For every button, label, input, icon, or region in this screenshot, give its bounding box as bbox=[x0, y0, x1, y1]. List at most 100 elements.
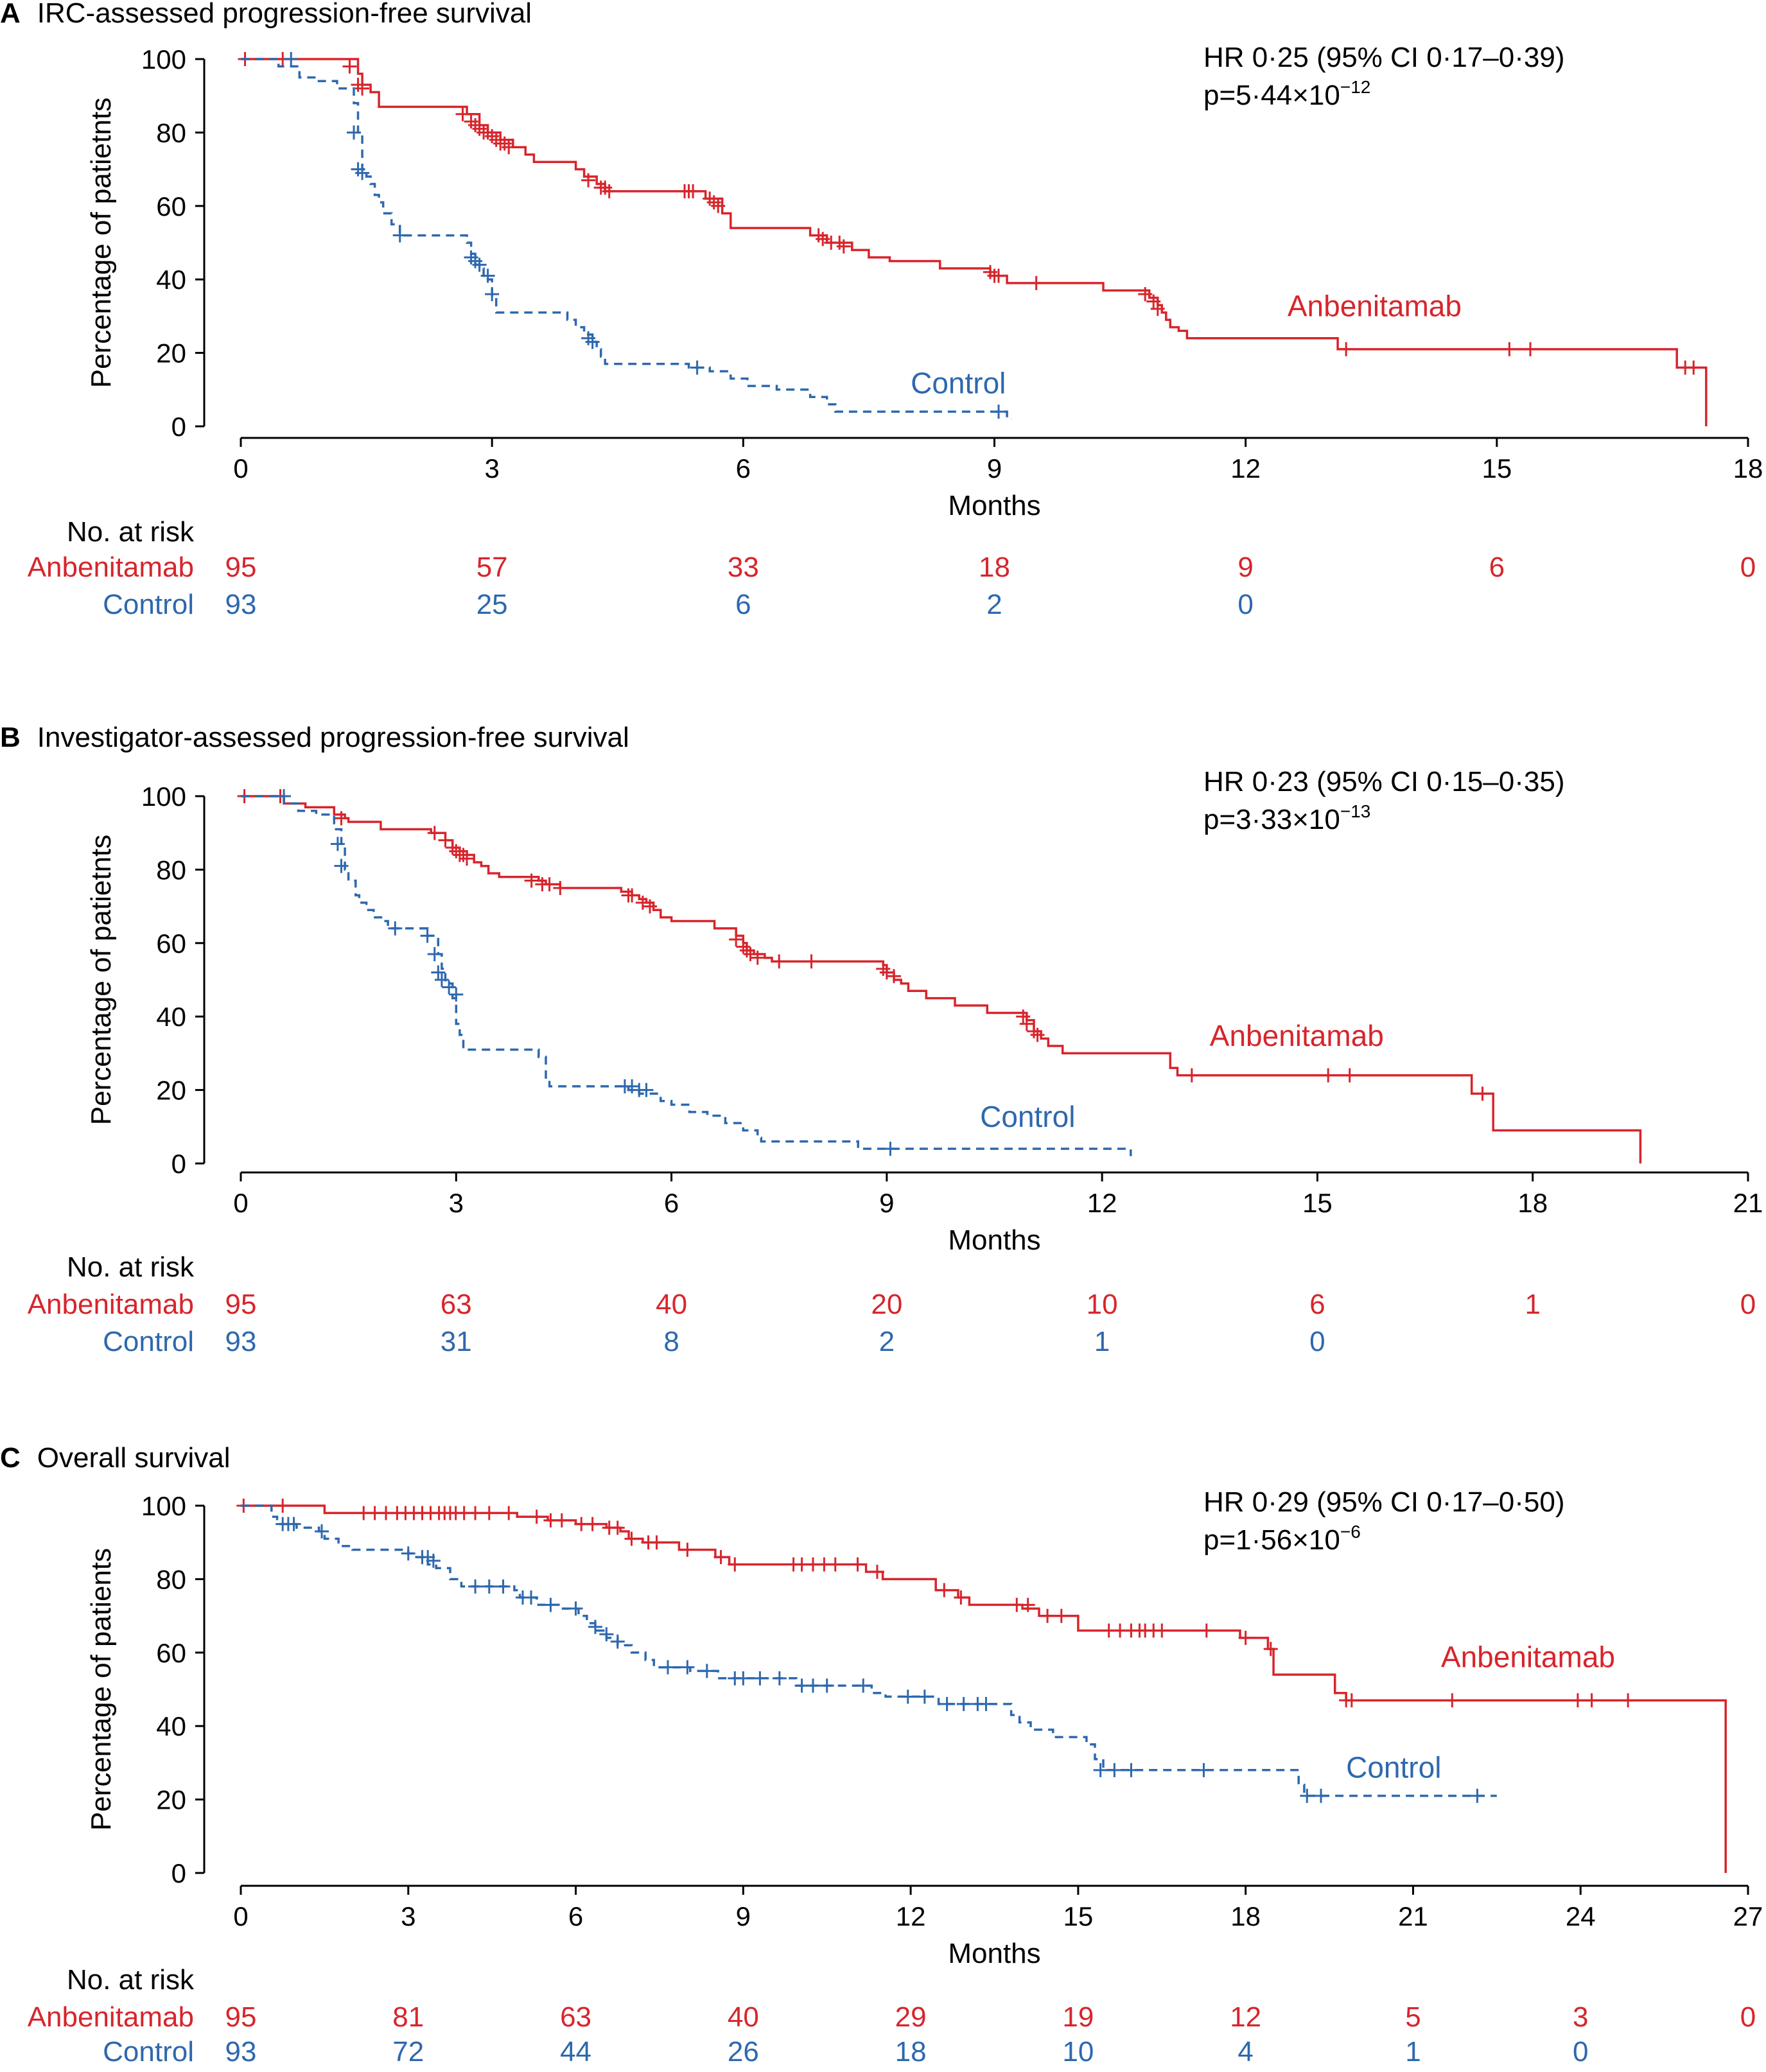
p-value-text: p=5·44×10−12 bbox=[1203, 77, 1370, 111]
panel-b: B Investigator-assessed progression-free … bbox=[0, 722, 1763, 1357]
risk-table-value: 10 bbox=[1087, 1289, 1118, 1320]
panel-title-text: IRC-assessed progression-free survival bbox=[37, 0, 532, 29]
risk-table-value: 1 bbox=[1405, 2036, 1421, 2068]
km-curve-control bbox=[241, 795, 1132, 1156]
panel-title: B Investigator-assessed progression-free … bbox=[0, 722, 629, 753]
censor-mark-anbenitamab bbox=[1054, 1608, 1069, 1623]
censor-mark-anbenitamab bbox=[1344, 1693, 1359, 1708]
risk-table-value: 8 bbox=[663, 1326, 679, 1357]
y-tick-label: 100 bbox=[141, 781, 186, 812]
risk-table-value: 57 bbox=[476, 552, 508, 583]
risk-table-header: No. at risk bbox=[67, 1964, 195, 1996]
x-tick-label: 12 bbox=[896, 1901, 926, 1931]
censor-mark-anbenitamab bbox=[1621, 1693, 1636, 1708]
censor-mark-control bbox=[480, 268, 495, 283]
risk-table-value: 95 bbox=[225, 552, 257, 583]
censor-mark-anbenitamab bbox=[275, 1499, 290, 1513]
censor-mark-control bbox=[680, 1660, 695, 1675]
p-value-exponent: −12 bbox=[1340, 77, 1371, 97]
risk-table-value: 6 bbox=[1309, 1289, 1325, 1320]
risk-table-value: 95 bbox=[225, 1289, 257, 1320]
censor-mark-anbenitamab bbox=[1445, 1693, 1460, 1708]
x-tick-label: 24 bbox=[1566, 1901, 1596, 1931]
x-axis-label: Months bbox=[948, 490, 1040, 521]
censor-mark-control bbox=[388, 921, 403, 936]
risk-table-value: 63 bbox=[560, 2001, 591, 2033]
censor-mark-control bbox=[431, 965, 446, 980]
censor-mark-anbenitamab bbox=[1199, 1623, 1214, 1638]
censor-mark-control bbox=[753, 1671, 767, 1685]
censor-mark-anbenitamab bbox=[1523, 342, 1537, 356]
censor-mark-control bbox=[485, 287, 500, 302]
censor-mark-anbenitamab bbox=[1155, 1623, 1169, 1638]
censor-mark-control bbox=[585, 335, 600, 349]
censor-mark-control bbox=[900, 1689, 915, 1704]
x-tick-label: 15 bbox=[1063, 1901, 1094, 1931]
x-tick-label: 15 bbox=[1482, 453, 1512, 483]
risk-table-value: 12 bbox=[1230, 2001, 1261, 2033]
risk-table-value: 95 bbox=[225, 2001, 257, 2033]
censor-mark-control bbox=[917, 1689, 932, 1704]
x-tick-label: 12 bbox=[1087, 1188, 1117, 1218]
risk-table-value: 0 bbox=[1740, 2001, 1756, 2033]
censor-mark-control bbox=[1124, 1763, 1139, 1777]
censor-mark-control bbox=[284, 52, 299, 66]
risk-table-row-label: Control bbox=[103, 2036, 194, 2068]
risk-table-value: 93 bbox=[225, 589, 257, 620]
censor-mark-anbenitamab bbox=[502, 140, 516, 155]
risk-table-value: 0 bbox=[1740, 1289, 1756, 1320]
censor-mark-anbenitamab bbox=[455, 107, 470, 121]
censor-mark-control bbox=[1196, 1763, 1211, 1777]
censor-mark-anbenitamab bbox=[643, 899, 658, 914]
censor-mark-anbenitamab bbox=[1184, 1068, 1199, 1083]
panel-letter: A bbox=[0, 0, 21, 29]
x-tick-label: 12 bbox=[1230, 453, 1261, 483]
censor-mark-anbenitamab bbox=[468, 1506, 483, 1520]
km-curve-control bbox=[241, 1504, 1497, 1797]
censor-mark-anbenitamab bbox=[355, 81, 370, 96]
risk-table-row-label: Control bbox=[103, 589, 194, 620]
panel-title: A IRC-assessed progression-free survival bbox=[0, 0, 532, 29]
censor-mark-anbenitamab bbox=[680, 1542, 695, 1557]
risk-table-value: 9 bbox=[1237, 552, 1253, 583]
censor-mark-control bbox=[883, 1142, 898, 1156]
censor-mark-control bbox=[496, 1579, 511, 1594]
censor-mark-control bbox=[1093, 1763, 1108, 1777]
risk-table-value: 0 bbox=[1573, 2036, 1588, 2068]
censor-mark-control bbox=[819, 1678, 834, 1693]
risk-table-value: 1 bbox=[1094, 1326, 1110, 1357]
hazard-ratio-text: HR 0·29 (95% CI 0·17–0·50) bbox=[1203, 1486, 1564, 1518]
x-axis-label: Months bbox=[948, 1938, 1040, 1969]
y-tick-label: 60 bbox=[156, 928, 186, 959]
censor-mark-anbenitamab bbox=[585, 1517, 600, 1531]
risk-table-value: 44 bbox=[560, 2036, 591, 2068]
risk-table-value: 20 bbox=[871, 1289, 902, 1320]
y-tick-label: 40 bbox=[156, 1002, 186, 1032]
censor-mark-anbenitamab bbox=[772, 954, 787, 969]
censor-mark-anbenitamab bbox=[460, 851, 475, 866]
censor-mark-control bbox=[1300, 1788, 1315, 1803]
censor-mark-anbenitamab bbox=[1020, 1598, 1035, 1612]
censor-mark-control bbox=[434, 973, 449, 987]
censor-mark-anbenitamab bbox=[1584, 1693, 1599, 1708]
censor-mark-anbenitamab bbox=[1150, 301, 1165, 316]
risk-table-value: 18 bbox=[895, 2036, 927, 2068]
risk-table-value: 40 bbox=[656, 1289, 687, 1320]
censor-mark-anbenitamab bbox=[1146, 294, 1161, 309]
risk-table-value: 18 bbox=[979, 552, 1010, 583]
censor-mark-anbenitamab bbox=[850, 1557, 865, 1572]
censor-mark-anbenitamab bbox=[1502, 342, 1517, 356]
y-tick-label: 80 bbox=[156, 855, 186, 885]
risk-table-value: 81 bbox=[392, 2001, 424, 2033]
censor-mark-anbenitamab bbox=[1475, 1086, 1490, 1101]
censor-mark-control bbox=[468, 1579, 483, 1594]
censor-mark-anbenitamab bbox=[554, 1513, 569, 1528]
x-tick-label: 21 bbox=[1398, 1901, 1428, 1931]
censor-mark-anbenitamab bbox=[449, 844, 464, 858]
censor-mark-control bbox=[992, 405, 1006, 419]
censor-mark-anbenitamab bbox=[1016, 1009, 1031, 1024]
censor-mark-control bbox=[639, 1083, 654, 1097]
censor-mark-anbenitamab bbox=[1686, 360, 1701, 375]
y-tick-label: 0 bbox=[171, 1149, 186, 1179]
censor-mark-anbenitamab bbox=[649, 1535, 664, 1550]
